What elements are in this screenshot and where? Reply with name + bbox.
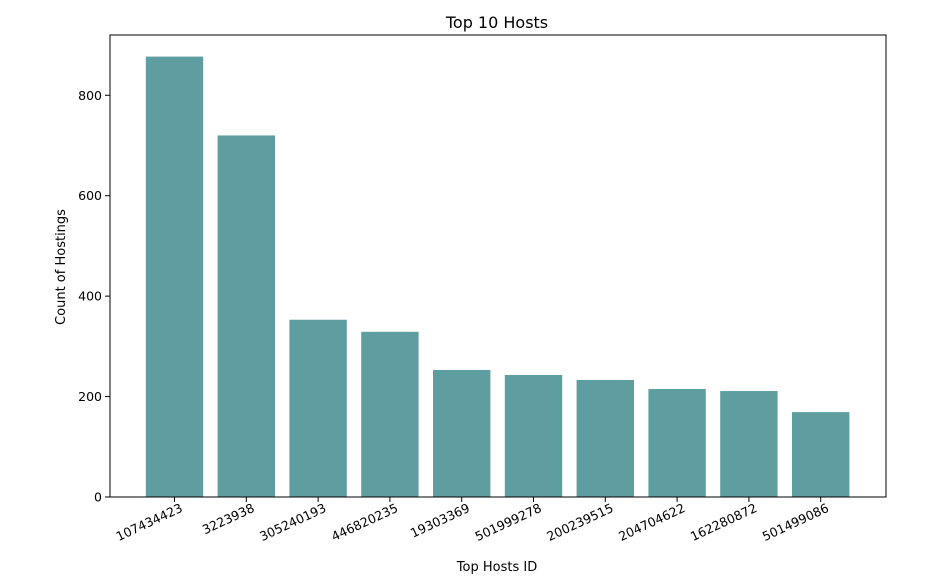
x-tick-label: 446820235 xyxy=(329,500,400,544)
plot-area: 0 200 400 600 800 107434423 3223938 305240193 44… xyxy=(78,56,850,544)
bar-446820235 xyxy=(361,331,419,497)
chart-title: Top 10 Hosts xyxy=(445,13,548,32)
bar-501499086 xyxy=(792,412,850,497)
y-tick-label: 400 xyxy=(78,289,102,304)
x-axis-label: Top Hosts ID xyxy=(456,560,537,575)
bar-19303369 xyxy=(433,369,491,497)
x-tick-label: 162280872 xyxy=(688,500,759,544)
x-tick-label: 200239515 xyxy=(544,500,615,544)
bar-501999278 xyxy=(504,374,563,497)
bar-204704622 xyxy=(648,389,706,497)
x-tick-label: 305240193 xyxy=(257,500,328,544)
bar-200239515 xyxy=(576,379,634,497)
plot-frame xyxy=(109,34,887,498)
x-tick-label: 204704622 xyxy=(616,500,687,544)
x-tick-label: 3223938 xyxy=(200,500,257,537)
x-tick-label: 107434423 xyxy=(114,500,185,544)
y-axis-label: Count of Hostings xyxy=(54,209,69,325)
x-tick-label: 501999278 xyxy=(473,500,544,544)
x-tick-label: 501499086 xyxy=(760,500,831,544)
y-tick-label: 0 xyxy=(94,490,102,505)
bar-305240193 xyxy=(289,319,347,497)
bar-162280872 xyxy=(720,391,778,497)
y-tick-label: 200 xyxy=(78,389,102,404)
bar-107434423 xyxy=(145,56,204,498)
y-tick-label: 800 xyxy=(78,88,102,103)
y-tick-label: 600 xyxy=(78,188,102,203)
bar-3223938 xyxy=(217,135,275,497)
x-tick-label: 19303369 xyxy=(408,500,472,541)
